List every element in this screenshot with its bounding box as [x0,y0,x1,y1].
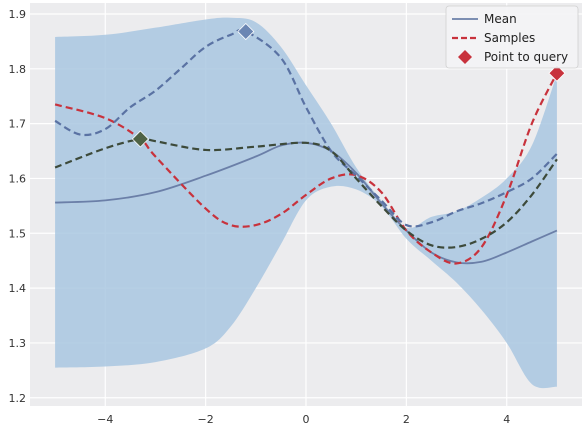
query-marker-0 [548,64,566,82]
series-line-1 [54,72,558,265]
confidence-band [55,17,557,389]
y-tick-label: 1.9 [9,8,27,21]
y-tick-label: 1.6 [9,172,27,185]
y-tick-label: 1.7 [9,118,27,131]
x-tick-label: −2 [198,413,214,426]
legend-swatch-marker [458,50,472,64]
tick-labels: −4 −2 0 2 4 1.2 1.3 1.4 1.5 1.6 1.7 1.8 1.9 [9,8,511,426]
series-line-3 [54,137,558,249]
legend-label: Mean [484,12,517,26]
x-tick-label: 0 [303,413,310,426]
confidence-band-layer [55,17,557,389]
series-layer [54,28,558,265]
y-tick-label: 1.3 [9,337,27,350]
marker-layer [131,22,566,148]
x-tick-label: 4 [503,413,510,426]
legend-label: Samples [484,31,535,45]
y-tick-label: 1.8 [9,63,27,76]
x-tick-label: −4 [97,413,113,426]
legend: Mean Samples Point to query [445,5,579,69]
series-line-0 [55,141,558,265]
legend-label: Point to query [484,50,568,64]
legend-box [445,5,579,69]
y-tick-label: 1.5 [9,227,27,240]
query-marker-2 [131,130,149,148]
query-marker-1 [237,22,255,41]
x-tick-label: 2 [403,413,410,426]
y-tick-label: 1.4 [9,282,27,295]
y-tick-label: 1.2 [9,392,27,405]
